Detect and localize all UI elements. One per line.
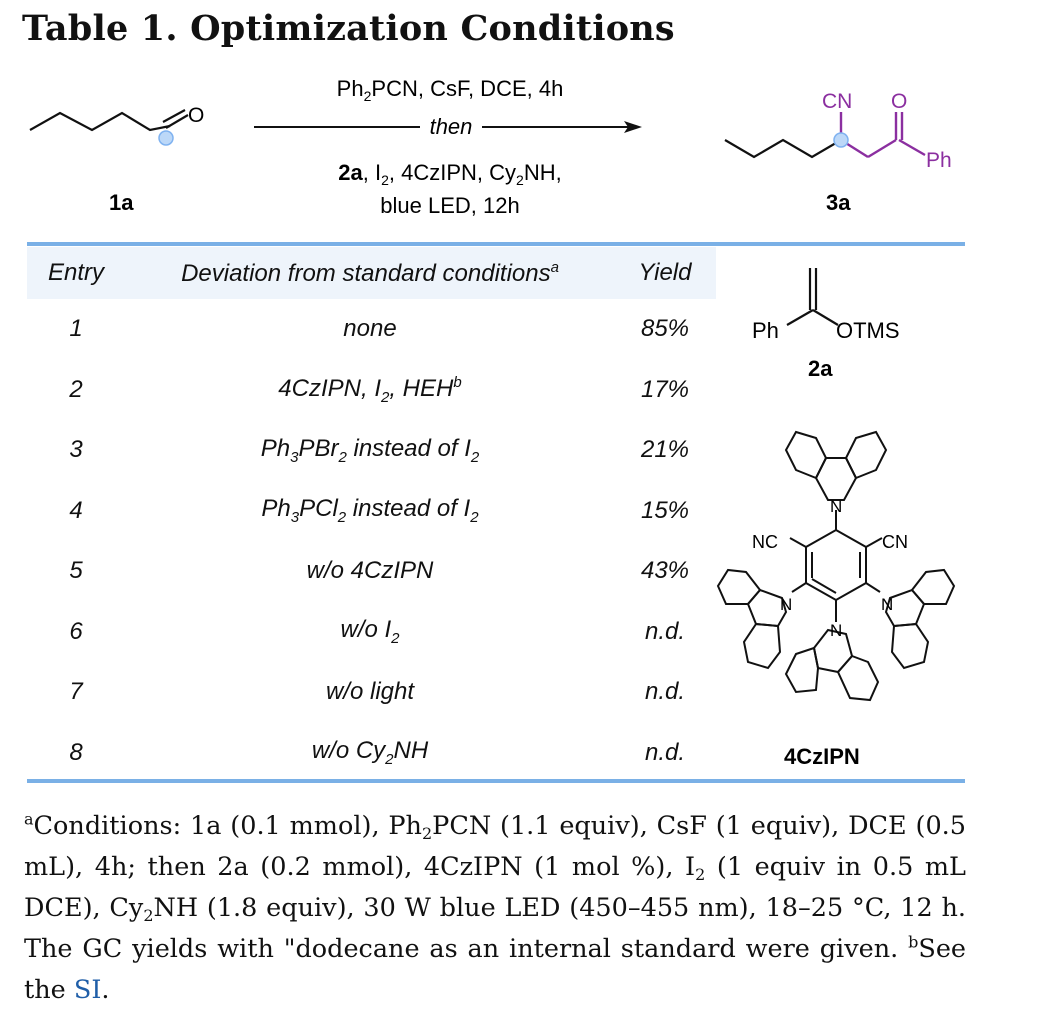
header-deviation-text: Deviation from standard conditions <box>181 259 551 287</box>
cell-entry: 4 <box>69 496 83 524</box>
table-row: 7 w/o light n.d. <box>27 662 715 723</box>
alpha-carbon-highlight <box>158 130 174 146</box>
table-row: 8 w/o Cy2NH n.d. <box>27 723 715 784</box>
catalyst-n-left: N <box>780 595 792 614</box>
cell-yield: 21% <box>640 436 690 464</box>
product-label: 3a <box>826 190 851 215</box>
reaction-scheme: O 1a Ph2PCN, CsF, DCE, 4h then 2a, I2, 4… <box>29 76 952 218</box>
catalyst-n-top: N <box>830 497 842 516</box>
product-alpha-carbon-highlight <box>833 132 849 148</box>
table-row: 1 none 85% <box>27 299 715 360</box>
header-deviation-sup: a <box>550 258 559 276</box>
catalyst-label: 4CzIPN <box>784 744 860 769</box>
conditions-table: Entry Deviation from standard conditions… <box>27 247 715 783</box>
table-row: 4 Ph3PCl2 instead of I2 15% <box>27 481 715 542</box>
cell-entry: 6 <box>69 617 83 645</box>
catalyst-cn: CN <box>882 532 908 552</box>
cell-entry: 7 <box>69 678 83 706</box>
cell-deviation: 4CzIPN, I2, HEHb <box>278 373 462 406</box>
cell-yield: 43% <box>640 557 690 585</box>
then-label: then <box>430 114 473 139</box>
cell-entry: 5 <box>69 557 83 585</box>
cell-yield: 17% <box>640 375 690 403</box>
cell-entry: 8 <box>69 738 83 766</box>
product-phenyl: Ph <box>926 149 952 172</box>
cell-deviation: none <box>343 315 397 343</box>
cell-entry: 3 <box>69 436 83 464</box>
reagents-line-1: Ph2PCN, CsF, DCE, 4h <box>337 76 564 104</box>
cell-deviation: w/o light <box>325 678 415 706</box>
cell-deviation: Ph3PCl2 instead of I2 <box>261 495 479 527</box>
table-row: 5 w/o 4CzIPN 43% <box>27 541 715 602</box>
header-deviation: Deviation from standard conditionsa <box>125 247 615 299</box>
substrate-oxygen: O <box>188 104 204 127</box>
cell-yield: n.d. <box>644 617 686 645</box>
reagent-2a-otms: OTMS <box>836 318 900 343</box>
header-entry: Entry <box>47 259 104 286</box>
catalyst-n-bottom: N <box>830 621 842 640</box>
catalyst-n-right: N <box>881 595 893 614</box>
table-row: 2 4CzIPN, I2, HEHb 17% <box>27 360 715 421</box>
catalyst-4czipn-structure <box>716 430 956 702</box>
reagent-2a-phenyl: Ph <box>752 318 779 343</box>
cell-entry: 1 <box>69 315 83 343</box>
header-background <box>27 247 716 299</box>
table-bottom-rule <box>27 779 965 783</box>
side-structures: Ph OTMS 2a NC CN N N N N 4C <box>716 268 956 769</box>
cell-entry: 2 <box>69 375 83 403</box>
cell-yield: 15% <box>640 496 690 524</box>
cell-yield: 85% <box>640 315 690 343</box>
product-cn: CN <box>822 90 852 113</box>
cell-deviation: Ph3PBr2 instead of I2 <box>260 434 480 466</box>
table-title: Table 1. Optimization Conditions <box>22 8 675 49</box>
table-row: 6 w/o I2 n.d. <box>27 602 715 663</box>
catalyst-nc: NC <box>752 532 778 552</box>
reagents-line-4: blue LED, 12h <box>380 193 519 218</box>
table-footnote: aConditions: 1a (0.1 mmol), Ph2PCN (1.1 … <box>24 809 966 1005</box>
cell-deviation: w/o Cy2NH <box>311 737 429 769</box>
si-link[interactable]: SI <box>73 975 102 1005</box>
cell-deviation: w/o I2 <box>340 616 400 648</box>
table-top-rule <box>27 242 965 246</box>
product-oxygen: O <box>891 90 907 113</box>
table-header-row: Entry Deviation from standard conditions… <box>27 247 715 299</box>
substrate-1a-structure <box>29 109 189 132</box>
header-yield: Yield <box>638 259 692 286</box>
cell-yield: n.d. <box>644 738 686 766</box>
substrate-label: 1a <box>109 190 134 215</box>
reagent-2a-label: 2a <box>808 356 833 381</box>
table-row: 3 Ph3PBr2 instead of I2 21% <box>27 420 715 481</box>
reagents-line-3: 2a, I2, 4CzIPN, Cy2NH, <box>338 160 561 188</box>
cell-deviation: w/o 4CzIPN <box>306 557 434 585</box>
cell-yield: n.d. <box>644 678 686 706</box>
